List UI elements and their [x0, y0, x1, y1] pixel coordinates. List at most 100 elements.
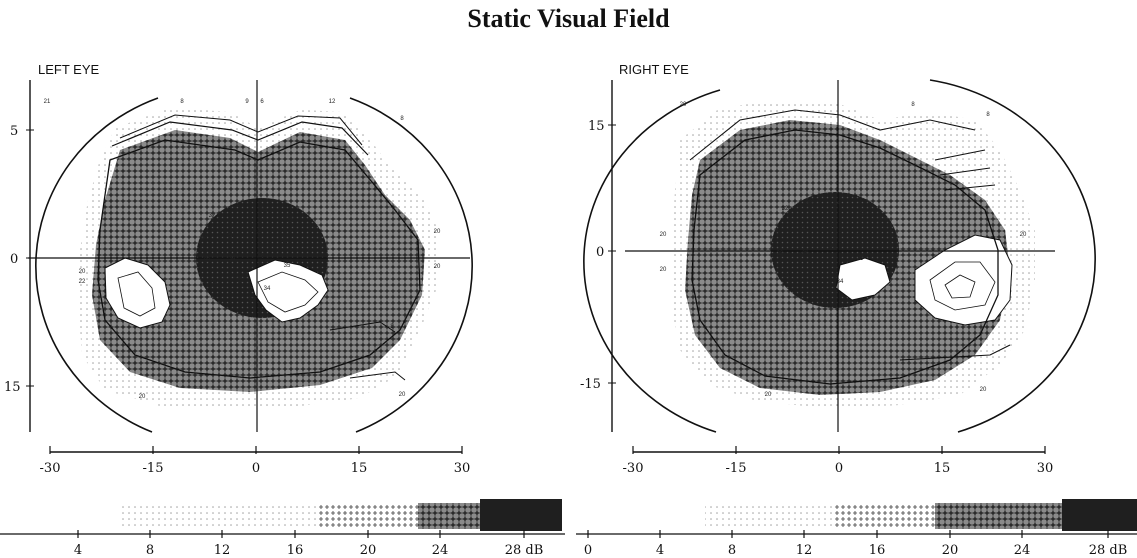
- right-center-value-9: 34: [802, 249, 809, 255]
- right-field-value-5: 20: [1020, 232, 1027, 238]
- left-field-value-5: 8: [400, 116, 404, 122]
- right-y-tick-top: 15: [588, 119, 605, 134]
- right-legend-label-1: 4: [656, 543, 664, 558]
- left-center-value-2: 34: [261, 208, 268, 214]
- left-field-value-7: 22: [79, 279, 86, 285]
- right-x-tick-label-2: 0: [835, 461, 843, 476]
- right-x-tick-label-1: -15: [726, 461, 747, 476]
- left-field-value-10: 20: [139, 394, 146, 400]
- left-center-value-1: 33: [234, 206, 241, 212]
- right-center-value-0: 32: [782, 206, 789, 212]
- left-x-tick-label-3: 15: [351, 461, 368, 476]
- right-x-tick-label-4: 30: [1037, 461, 1054, 476]
- right-eye-label: RIGHT EYE: [619, 62, 689, 77]
- left-legend-label-4: 20: [360, 543, 377, 558]
- left-contour-outer: [97, 139, 421, 379]
- left-center-value-8: 33: [204, 258, 211, 264]
- right-center-value-15: 36: [822, 289, 829, 295]
- left-field-value-11: 20: [399, 392, 406, 398]
- left-y-tick-bottom: 15: [4, 380, 21, 395]
- left-legend-bar: 4 8 12 16 20 24 28 dB: [0, 499, 565, 558]
- right-legend-label-3: 12: [796, 543, 813, 558]
- figure-title: Static Visual Field: [467, 4, 670, 33]
- right-y-tick-mid: 0: [596, 245, 604, 260]
- left-x-tick-label-4: 30: [454, 461, 471, 476]
- right-x-tick-label-0: -30: [623, 461, 644, 476]
- left-legend-label-2: 12: [214, 543, 231, 558]
- left-center-value-9: 34: [229, 256, 236, 262]
- left-center-value-12: 31: [211, 280, 218, 286]
- left-field-value-3: 6: [260, 99, 264, 105]
- right-center-value-3: 35: [860, 211, 867, 217]
- right-legend-label-6: 24: [1014, 543, 1031, 558]
- left-eye-panel: LEFT EYE 5 0 15 -30 -15 0: [4, 62, 473, 476]
- left-field-value-8: 20: [434, 229, 441, 235]
- left-field-value-1: 8: [180, 99, 184, 105]
- right-center-value-2: 34: [834, 201, 841, 207]
- right-center-value-5: 31: [800, 226, 807, 232]
- left-legend-label-6: 28 dB: [505, 543, 544, 558]
- left-legend-label-5: 24: [432, 543, 449, 558]
- left-legend-label-0: 4: [74, 543, 82, 558]
- left-scotoma-right: [247, 259, 329, 323]
- left-eye-label: LEFT EYE: [38, 62, 100, 77]
- right-center-value-8: 33: [777, 251, 784, 257]
- left-y-tick-mid: 0: [10, 252, 18, 267]
- right-boundary-arc-right: [929, 79, 1096, 433]
- right-center-value-6: 32: [827, 223, 834, 229]
- right-center-value-4: 30: [774, 229, 781, 235]
- right-field-value-6: 20: [765, 392, 772, 398]
- left-legend-label-3: 16: [287, 543, 304, 558]
- left-center-value-6: 32: [254, 230, 261, 236]
- left-scotoma-left: [104, 257, 171, 329]
- right-contour-outer: [691, 129, 999, 385]
- left-field-value-12: 8: [390, 324, 394, 330]
- right-center-value-1: 33: [807, 199, 814, 205]
- right-field-value-2: 8: [986, 112, 990, 118]
- left-center-value-15: 36: [249, 296, 256, 302]
- right-x-tick-label-3: 15: [934, 461, 951, 476]
- decibel-legend: 4 8 12 16 20 24 28 dB 0 4 8 12 16 20 24 28 dB: [0, 499, 1137, 558]
- left-x-tick-label-1: -15: [143, 461, 164, 476]
- right-scotoma-center: [835, 257, 891, 301]
- left-center-value-13: 33: [237, 278, 244, 284]
- right-eye-panel: RIGHT EYE 15 0 -15 -30 -15 0 15 30 20 8 8 20 20 2…: [580, 62, 1096, 476]
- right-field-value-7: 20: [980, 387, 987, 393]
- right-center-value-7: 36: [854, 233, 861, 239]
- right-field-value-3: 20: [660, 232, 667, 238]
- right-center-value-11: 35: [857, 256, 864, 262]
- right-boundary-arc-left: [583, 89, 721, 433]
- right-legend-label-0: 0: [584, 543, 592, 558]
- right-legend-label-2: 8: [728, 543, 736, 558]
- left-x-tick-label-2: 0: [252, 461, 260, 476]
- left-field-value-4: 12: [329, 99, 336, 105]
- left-legend-label-1: 8: [146, 543, 154, 558]
- left-field-value-6: 20: [79, 269, 86, 275]
- left-center-value-3: 35: [287, 218, 294, 224]
- left-y-tick-top: 5: [10, 124, 18, 139]
- left-boundary-arc-right: [349, 97, 473, 433]
- right-legend-label-7: 28 dB: [1089, 543, 1128, 558]
- left-field-value-2: 9: [245, 99, 249, 105]
- right-center-value-10: 32: [830, 246, 837, 252]
- left-boundary-arc-left: [35, 97, 159, 433]
- left-x-tick-label-0: -30: [40, 461, 61, 476]
- left-field-value-0: 21: [44, 99, 51, 105]
- left-center-value-0: 32: [209, 213, 216, 219]
- right-legend-label-5: 20: [942, 543, 959, 558]
- left-center-value-10: 32: [257, 253, 264, 259]
- right-legend-bar: 0 4 8 12 16 20 24 28 dB: [576, 499, 1137, 558]
- left-center-value-7: 36: [281, 240, 288, 246]
- left-center-value-14: 34: [264, 286, 271, 292]
- left-center-value-11: 35: [284, 263, 291, 269]
- right-center-value-14: 34: [837, 279, 844, 285]
- right-center-value-13: 33: [810, 271, 817, 277]
- right-field-value-1: 8: [911, 102, 915, 108]
- right-field-value-4: 20: [660, 267, 667, 273]
- right-field-value-0: 20: [680, 102, 687, 108]
- left-center-value-4: 30: [201, 236, 208, 242]
- right-center-value-12: 31: [784, 273, 791, 279]
- left-center-value-5: 31: [227, 233, 234, 239]
- right-legend-label-4: 16: [869, 543, 886, 558]
